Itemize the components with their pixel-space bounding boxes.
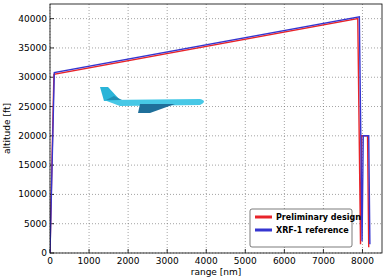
x-tick-label: 5000	[234, 256, 257, 266]
legend-label: Preliminary design	[276, 213, 361, 222]
stabilizer	[106, 96, 122, 100]
y-tick	[50, 18, 54, 19]
x-tick	[89, 249, 90, 253]
x-tick	[245, 249, 246, 253]
y-tick-label: 10000	[18, 189, 47, 199]
x-tick-label: 4000	[195, 256, 218, 266]
x-tick-label: 3000	[156, 256, 179, 266]
airplane-illustration	[100, 87, 204, 113]
y-tick-label: 0	[41, 248, 47, 258]
y-tick-label: 5000	[24, 219, 47, 229]
series-line	[50, 19, 369, 253]
x-tick	[128, 249, 129, 253]
x-tick	[284, 249, 285, 253]
x-tick	[206, 249, 207, 253]
y-grid	[50, 77, 382, 78]
plot-bg	[50, 4, 382, 253]
series-line	[50, 17, 370, 253]
x-tick-label: 6000	[273, 256, 296, 266]
y-tick-label: 25000	[18, 102, 47, 112]
y-tick	[50, 47, 54, 48]
y-tick-label: 40000	[18, 14, 47, 24]
y-grid	[50, 165, 382, 166]
x-tick	[323, 249, 324, 253]
x-tick-label: 7000	[312, 256, 335, 266]
x-grid	[89, 4, 90, 253]
y-tick-label: 35000	[18, 43, 47, 53]
y-tick-label: 20000	[18, 131, 47, 141]
wing	[138, 104, 175, 113]
legend-swatch	[255, 216, 272, 219]
y-grid	[50, 106, 382, 107]
x-grid	[128, 4, 129, 253]
x-tick-label: 1000	[78, 256, 101, 266]
y-grid	[50, 135, 382, 136]
x-tick	[167, 249, 168, 253]
x-grid	[245, 4, 246, 253]
y-tick-label: 15000	[18, 160, 47, 170]
legend: Preliminary design XRF-1 reference	[250, 209, 361, 247]
chart: 0 1000 2000 3000 4000 5000 6000 7000 8000 0 5000 10…	[0, 0, 387, 277]
x-grid	[167, 4, 168, 253]
y-tick-label: 30000	[18, 72, 47, 82]
y-grid	[50, 18, 382, 19]
y-axis-label: altitude [ft]	[2, 103, 12, 154]
x-tick-label: 8000	[351, 256, 374, 266]
lines	[50, 17, 370, 253]
legend-label: XRF-1 reference	[276, 226, 349, 235]
y-grid	[50, 47, 382, 48]
x-grid	[206, 4, 207, 253]
x-axis-label: range [nm]	[191, 267, 242, 277]
x-tick	[362, 249, 363, 253]
plot-frame	[50, 4, 382, 253]
y-grid	[50, 194, 382, 195]
legend-swatch	[255, 229, 272, 232]
x-tick-label: 0	[47, 256, 53, 266]
x-tick-label: 2000	[117, 256, 140, 266]
